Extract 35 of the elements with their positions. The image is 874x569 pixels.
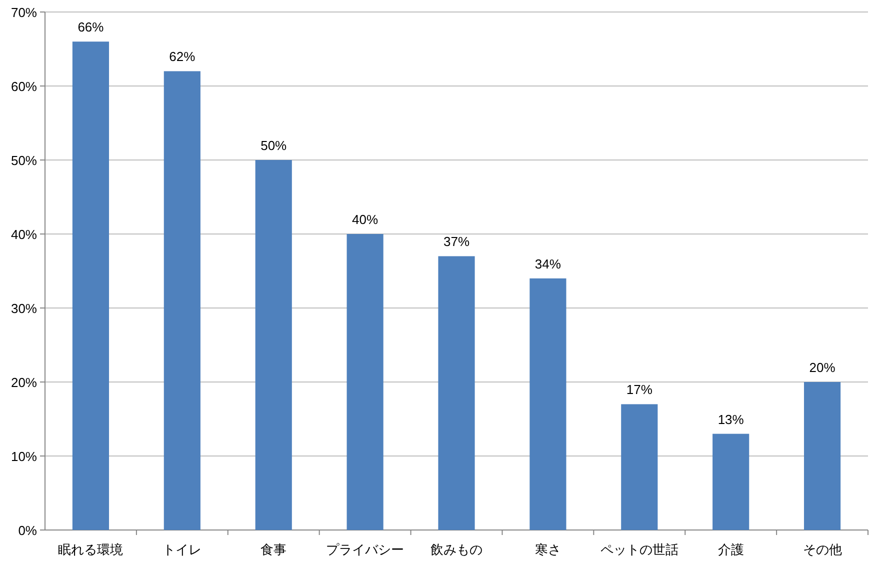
bar — [712, 434, 750, 530]
x-tick-label: プライバシー — [326, 542, 404, 557]
y-tick-label: 50% — [10, 153, 38, 168]
data-label: 20% — [809, 360, 836, 375]
y-tick-label: 30% — [10, 301, 38, 316]
y-tick-label: 10% — [10, 449, 38, 464]
data-label: 17% — [626, 382, 653, 398]
data-label: 37% — [443, 234, 470, 250]
bar — [530, 278, 566, 530]
bar — [804, 382, 841, 530]
x-tick-label: ペットの世話 — [600, 542, 678, 557]
data-label: 62% — [169, 49, 196, 64]
bar — [255, 160, 292, 530]
x-tick-label: 介護 — [718, 542, 744, 557]
data-label: 66% — [78, 20, 104, 35]
y-tick-label: 0% — [18, 523, 38, 538]
y-tick-label: 60% — [10, 79, 38, 94]
bar — [621, 404, 658, 530]
bar — [346, 234, 384, 530]
bar — [72, 42, 110, 530]
x-tick-label: 眠れる環境 — [58, 542, 124, 557]
x-tick-label: 飲みもの — [430, 542, 482, 557]
x-tick-label: トイレ — [162, 542, 202, 557]
x-tick-label: 寒さ — [534, 542, 561, 557]
data-label: 50% — [260, 138, 288, 153]
bar — [164, 71, 200, 530]
y-tick-label: 40% — [10, 227, 38, 242]
data-label: 34% — [534, 256, 562, 272]
bar — [438, 256, 475, 530]
data-label: 40% — [352, 212, 378, 227]
x-tick-label: 食事 — [260, 542, 287, 557]
x-tick-label: その他 — [802, 542, 842, 557]
y-tick-label: 20% — [10, 375, 38, 390]
y-tick-label: 70% — [10, 5, 38, 20]
data-label: 13% — [718, 412, 744, 427]
